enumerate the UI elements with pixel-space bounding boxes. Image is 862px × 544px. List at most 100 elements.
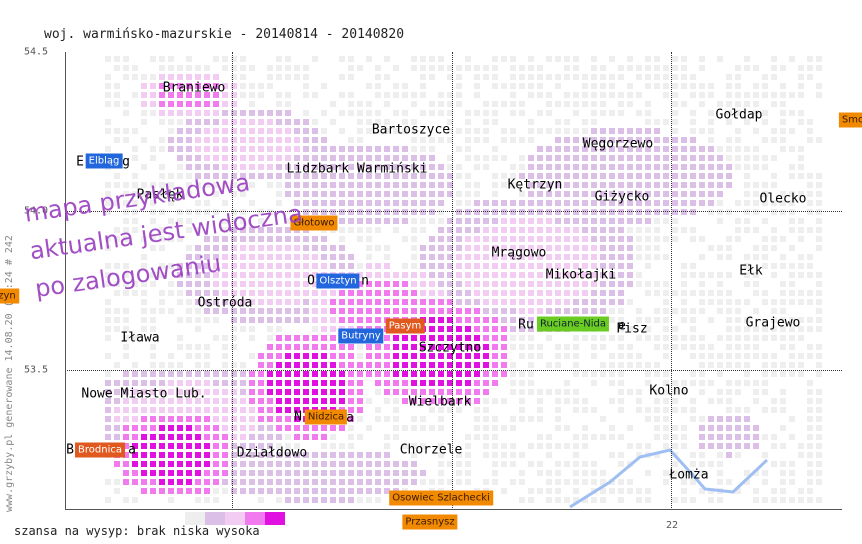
- grid-cell: [555, 182, 561, 188]
- station-tag[interactable]: Nidzica: [304, 409, 348, 425]
- grid-cell: [105, 407, 111, 413]
- grid-cell: [213, 173, 219, 179]
- grid-cell: [501, 218, 507, 224]
- grid-cell: [591, 74, 597, 80]
- grid-cell: [672, 227, 678, 233]
- grid-cell: [546, 209, 552, 215]
- grid-cell: [375, 227, 381, 233]
- grid-cell: [411, 119, 417, 125]
- station-tag[interactable]: Brodnica: [75, 442, 125, 458]
- grid-cell: [132, 74, 138, 80]
- grid-cell: [618, 200, 624, 206]
- grid-cell: [195, 362, 201, 368]
- grid-cell: [402, 92, 408, 98]
- station-tag[interactable]: Pasym: [385, 318, 425, 334]
- grid-cell: [465, 398, 471, 404]
- grid-cell: [681, 101, 687, 107]
- grid-cell: [456, 74, 462, 80]
- grid-cell: [222, 164, 228, 170]
- grid-cell: [609, 434, 615, 440]
- grid-cell: [357, 137, 363, 143]
- city-label: Działdowo: [236, 445, 308, 461]
- grid-cell: [501, 56, 507, 62]
- station-tag[interactable]: Olsztyn: [316, 273, 360, 289]
- grid-cell: [555, 200, 561, 206]
- grid-cell: [321, 380, 327, 386]
- grid-cell: [672, 389, 678, 395]
- grid-cell: [762, 164, 768, 170]
- grid-cell: [402, 344, 408, 350]
- grid-cell: [780, 110, 786, 116]
- grid-cell: [159, 425, 165, 431]
- grid-cell: [555, 146, 561, 152]
- grid-cell: [564, 236, 570, 242]
- grid-cell: [546, 254, 552, 260]
- grid-cell: [141, 164, 147, 170]
- grid-cell: [267, 146, 273, 152]
- grid-cell: [438, 425, 444, 431]
- grid-cell: [276, 236, 282, 242]
- region-map[interactable]: [65, 52, 842, 510]
- grid-cell: [690, 317, 696, 323]
- grid-cell: [276, 56, 282, 62]
- grid-cell: [609, 281, 615, 287]
- grid-cell: [420, 110, 426, 116]
- grid-cell: [384, 209, 390, 215]
- station-tag[interactable]: Przasnysz: [402, 514, 458, 530]
- grid-cell: [816, 299, 822, 305]
- grid-cell: [222, 137, 228, 143]
- grid-cell: [618, 236, 624, 242]
- grid-cell: [546, 308, 552, 314]
- grid-cell: [204, 92, 210, 98]
- grid-cell: [663, 83, 669, 89]
- grid-cell: [240, 380, 246, 386]
- grid-cell: [177, 155, 183, 161]
- grid-cell: [285, 191, 291, 197]
- grid-cell: [546, 146, 552, 152]
- station-tag[interactable]: Butryny: [338, 328, 384, 344]
- grid-cell: [609, 299, 615, 305]
- grid-cell: [159, 263, 165, 269]
- grid-cell: [501, 326, 507, 332]
- grid-cell: [141, 407, 147, 413]
- grid-cell: [321, 254, 327, 260]
- grid-cell: [267, 110, 273, 116]
- grid-cell: [384, 56, 390, 62]
- grid-cell: [231, 119, 237, 125]
- city-label-partial: a: [346, 410, 354, 426]
- station-tag[interactable]: Ruciane-Nida: [536, 316, 610, 332]
- grid-cell: [708, 146, 714, 152]
- grid-cell: [798, 146, 804, 152]
- grid-cell: [618, 434, 624, 440]
- grid-cell: [357, 119, 363, 125]
- grid-cell: [276, 416, 282, 422]
- grid-cell: [375, 200, 381, 206]
- grid-cell: [591, 353, 597, 359]
- grid-cell: [447, 263, 453, 269]
- grid-cell: [663, 173, 669, 179]
- station-tag[interactable]: Elbląg: [85, 153, 123, 169]
- grid-cell: [780, 308, 786, 314]
- grid-cell: [132, 389, 138, 395]
- grid-cell: [168, 290, 174, 296]
- grid-cell: [195, 380, 201, 386]
- grid-cell: [645, 119, 651, 125]
- grid-cell: [474, 200, 480, 206]
- grid-cell: [276, 425, 282, 431]
- grid-cell: [276, 371, 282, 377]
- grid-cell: [339, 191, 345, 197]
- grid-cell: [321, 398, 327, 404]
- grid-cell: [420, 155, 426, 161]
- grid-cell: [168, 362, 174, 368]
- grid-cell: [348, 65, 354, 71]
- station-tag[interactable]: zyn: [0, 288, 19, 304]
- grid-cell: [708, 92, 714, 98]
- grid-cell: [204, 137, 210, 143]
- grid-cell: [231, 416, 237, 422]
- grid-cell: [303, 290, 309, 296]
- station-tag[interactable]: Osowiec Szlachecki: [389, 490, 493, 506]
- station-tag[interactable]: Smo: [838, 112, 862, 128]
- grid-cell: [816, 281, 822, 287]
- grid-cell: [546, 128, 552, 134]
- grid-cell: [303, 83, 309, 89]
